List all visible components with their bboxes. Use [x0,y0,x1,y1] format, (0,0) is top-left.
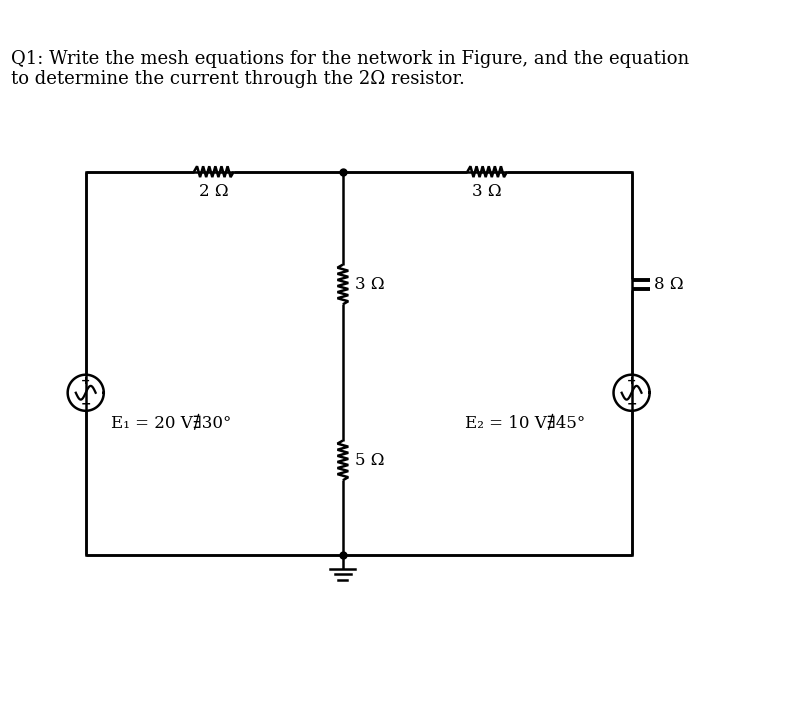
Text: +: + [627,376,636,386]
Text: to determine the current through the 2Ω resistor.: to determine the current through the 2Ω … [11,70,465,88]
Text: 3 Ω: 3 Ω [472,182,502,199]
Text: 2 Ω: 2 Ω [199,182,228,199]
Text: Q1: Write the mesh equations for the network in Figure, and the equation: Q1: Write the mesh equations for the net… [11,50,689,68]
Text: 8 Ω: 8 Ω [654,276,684,293]
Text: −: − [81,398,91,411]
Text: −: − [626,398,637,411]
Text: +: + [81,376,90,386]
Text: 5 Ω: 5 Ω [356,452,385,469]
Text: E₁ = 20 V∄30°: E₁ = 20 V∄30° [111,415,231,432]
Text: E₂ = 10 V∄45°: E₂ = 10 V∄45° [465,415,585,432]
Bar [85,172,631,555]
Text: 3 Ω: 3 Ω [356,276,385,293]
